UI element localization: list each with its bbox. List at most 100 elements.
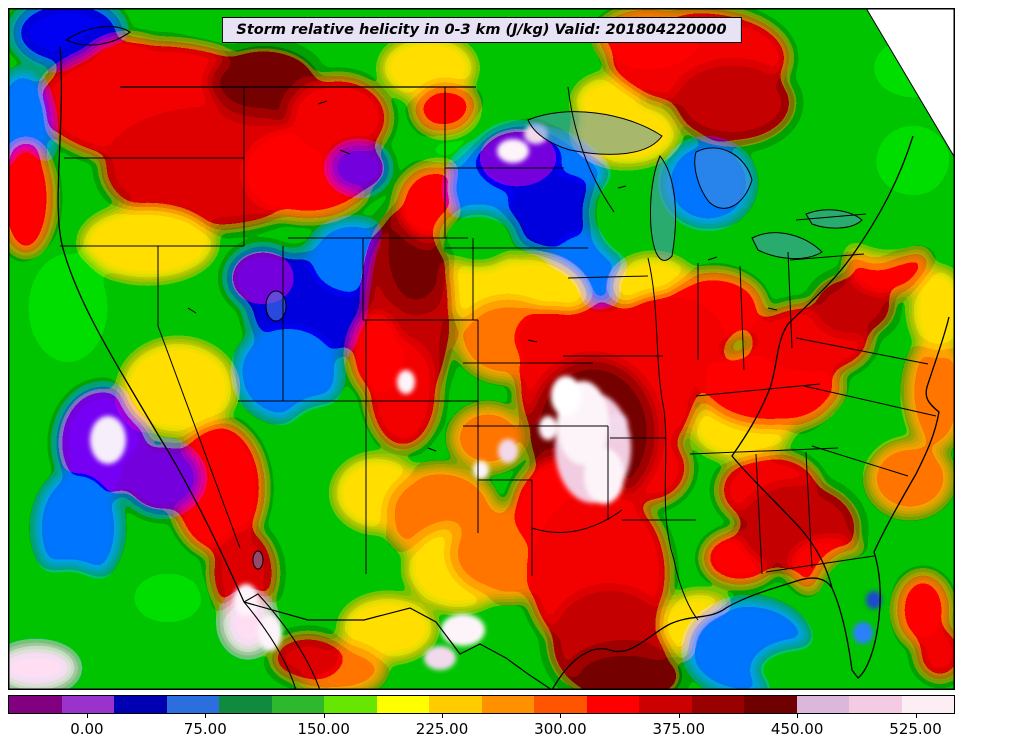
colorbar-segment (429, 696, 482, 713)
field-blob (238, 328, 338, 418)
colorbar-segment (534, 696, 587, 713)
colorbar-tick-label: 375.00 (652, 720, 706, 738)
helicity-field-layer (8, 8, 955, 690)
pacific-coastline (57, 45, 245, 603)
field-blob (811, 550, 895, 670)
field-blob (288, 78, 388, 158)
field-blob (673, 63, 793, 143)
colorbar-segment (796, 696, 849, 713)
field-blob (128, 568, 208, 628)
field-blob (571, 648, 681, 690)
field-blob (608, 412, 628, 440)
colorbar-tick (560, 714, 562, 718)
field-blob (351, 313, 401, 393)
field-blob (473, 461, 489, 479)
field-blob (551, 376, 581, 416)
field-blob (913, 270, 955, 350)
field-blob (539, 416, 557, 440)
field-blob (280, 398, 376, 478)
field-blob (584, 448, 624, 504)
lake-huron (694, 147, 753, 209)
colorbar-segment (61, 696, 114, 713)
lake-erie (751, 232, 823, 260)
field-blob (908, 338, 955, 448)
field-blob (273, 636, 343, 680)
colorbar-tick-label: 225.00 (415, 720, 469, 738)
colorbar-segment (901, 696, 954, 713)
colorbar-tick-label: 525.00 (889, 720, 942, 738)
florida-coastline (831, 551, 881, 679)
map-title-box: Storm relative helicity in 0-3 km (J/kg)… (221, 17, 742, 43)
colorbar-tick (205, 714, 207, 718)
colorbar-segment (744, 696, 797, 713)
colorbar-tick (442, 714, 444, 718)
field-blob (228, 248, 298, 308)
colorbar-segment (481, 696, 534, 713)
great-lakes (252, 111, 863, 570)
mexico-border (243, 601, 553, 690)
colorbar-segment (586, 696, 639, 713)
atlantic-coastline-south (873, 316, 950, 553)
field-blob (123, 443, 203, 513)
terrain-contour-marks (187, 100, 778, 452)
mississippi-river-border (647, 257, 699, 621)
domain-edge-wedge (865, 8, 955, 159)
field-blob (8, 143, 52, 253)
colorbar: 0.00 75.00 150.00 225.00 300.00 375.00 450.00 5… (8, 695, 955, 741)
atlantic-coastline-north (731, 135, 914, 589)
field-blob (343, 598, 433, 658)
field-blob (328, 143, 388, 193)
colorbar-tick (915, 714, 917, 718)
colorbar-tick (86, 714, 88, 718)
colorbar-tick-label: 75.00 (183, 720, 227, 738)
colorbar-tick-label: 0.00 (70, 720, 104, 738)
colorbar-segment (166, 696, 219, 713)
colorbar-tick (797, 714, 799, 718)
colorbar-segment (376, 696, 429, 713)
helicity-filled-contour-map (8, 8, 955, 690)
colorbar-segment (114, 696, 167, 713)
colorbar-tick (323, 714, 325, 718)
field-blob (870, 443, 950, 513)
field-blob (38, 473, 118, 583)
baja-peninsula-coastline (243, 593, 321, 690)
field-blob (258, 615, 282, 651)
field-blob (506, 173, 606, 253)
field-blob (918, 628, 955, 678)
field-blob (8, 646, 76, 690)
field-blob (397, 370, 415, 394)
state-borders (60, 86, 937, 576)
field-blob (498, 439, 518, 463)
field-blob (123, 343, 233, 433)
field-blob (424, 646, 456, 670)
field-blob (83, 208, 213, 278)
field-blob (90, 416, 126, 464)
colorbar-tick-label: 300.00 (534, 720, 587, 738)
colorbar-segment (639, 696, 692, 713)
lake-ontario (805, 209, 863, 229)
colorbar-gradient-track (8, 695, 955, 714)
helicity-peaks-layer (90, 124, 882, 670)
map-title-text: Storm relative helicity in 0-3 km (J/kg)… (236, 22, 727, 38)
map-border (8, 8, 955, 690)
colorbar-segment (691, 696, 744, 713)
lake-michigan (650, 155, 677, 261)
colorbar-segment (219, 696, 272, 713)
salton-sea (252, 550, 264, 570)
colorbar-segment (271, 696, 324, 713)
field-blob (853, 622, 873, 644)
colorbar-tick-label: 150.00 (297, 720, 350, 738)
field-blob (871, 120, 955, 200)
field-blob (497, 139, 529, 163)
field-blob (438, 208, 518, 268)
field-blob (441, 614, 485, 646)
colorbar-segment (849, 696, 902, 713)
map-plot-area: Storm relative helicity in 0-3 km (J/kg)… (8, 8, 955, 690)
geography-overlay (57, 25, 950, 690)
field-blob (23, 248, 113, 368)
vancouver-island-coastline (64, 25, 131, 46)
field-blob (18, 563, 118, 653)
lake-superior (527, 111, 663, 155)
field-blob (866, 591, 882, 609)
